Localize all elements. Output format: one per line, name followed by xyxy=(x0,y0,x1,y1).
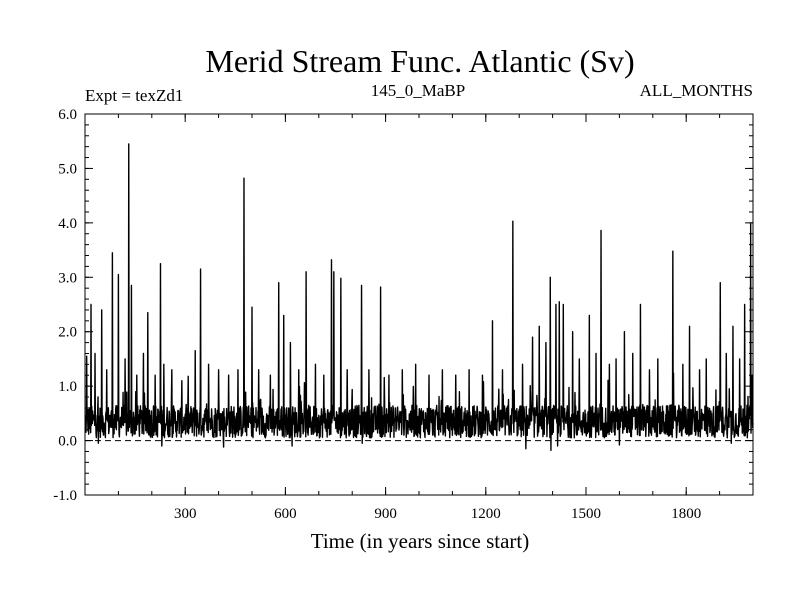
y-tick-label: -1.0 xyxy=(53,488,77,504)
y-tick-label: 4.0 xyxy=(58,216,77,232)
y-tick-label: 5.0 xyxy=(58,161,77,177)
plot-area: -1.0 0.0 1.0 2.0 3.0 4.0 5.0 6.0 300 600 900 1200 15… xyxy=(53,107,754,522)
header-period: 145_0_MaBP xyxy=(371,81,465,100)
y-tick-label: 2.0 xyxy=(58,325,77,341)
y-tick-label: 3.0 xyxy=(58,270,77,286)
series-line xyxy=(84,143,754,452)
y-tick-label: 1.0 xyxy=(58,379,77,395)
x-tick-label: 300 xyxy=(174,506,197,522)
x-tick-label: 1800 xyxy=(671,506,701,522)
chart-title: Merid Stream Func. Atlantic (Sv) xyxy=(205,43,634,79)
header-months: ALL_MONTHS xyxy=(640,81,753,100)
y-tick-label: 6.0 xyxy=(58,107,77,123)
x-axis-label: Time (in years since start) xyxy=(311,529,530,553)
y-tick-label: 0.0 xyxy=(58,434,77,450)
x-tick-label: 600 xyxy=(274,506,297,522)
header-experiment: Expt = texZd1 xyxy=(85,86,183,105)
x-tick-label: 1200 xyxy=(471,506,501,522)
plot-frame xyxy=(84,113,754,496)
x-tick-label: 1500 xyxy=(571,506,601,522)
x-tick-label: 900 xyxy=(374,506,397,522)
